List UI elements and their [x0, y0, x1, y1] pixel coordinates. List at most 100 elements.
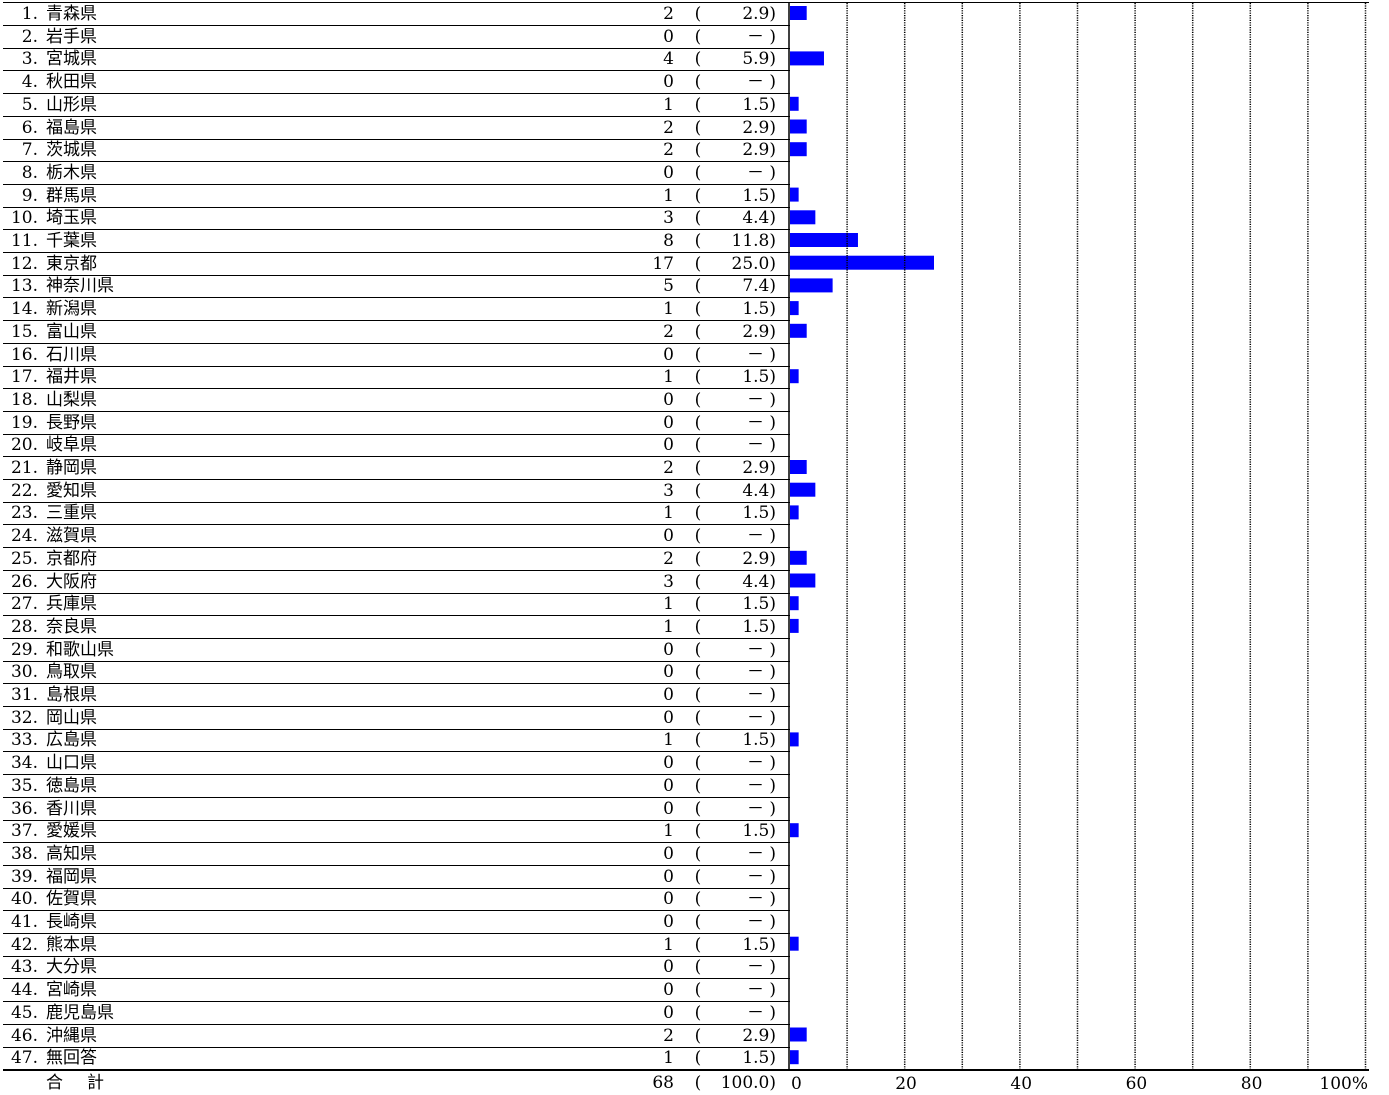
table-row: 15. 富山県 2 (2.9)	[0, 321, 790, 344]
row-number: 13.	[10, 276, 38, 297]
row-number: 12.	[10, 253, 38, 274]
response-count: 0	[663, 389, 674, 410]
open-paren: (	[694, 548, 702, 569]
row-divider	[3, 161, 790, 163]
x-tick-label: 0	[791, 1074, 802, 1094]
row-divider	[3, 728, 790, 730]
response-count: 0	[663, 775, 674, 796]
response-count: 1	[663, 934, 674, 955]
percent-label: 1.5)	[742, 185, 776, 206]
open-paren: (	[694, 730, 702, 751]
table-row: 21. 静岡県 2 (2.9)	[0, 457, 790, 480]
row-divider	[3, 456, 790, 458]
table-row: 46. 沖縄県 2 (2.9)	[0, 1025, 790, 1048]
prefecture-name: 佐賀県	[46, 889, 97, 910]
prefecture-name: 山梨県	[46, 389, 97, 410]
prefecture-name: 無回答	[46, 1048, 97, 1069]
bar-新潟県	[790, 301, 799, 316]
row-number: 33.	[10, 730, 38, 751]
prefecture-name: 滋賀県	[46, 526, 97, 547]
row-divider	[3, 1023, 790, 1025]
response-count: 2	[663, 1025, 674, 1046]
row-divider	[3, 25, 790, 26]
table-row: 16. 石川県 0 (－ )	[0, 344, 790, 367]
total-count: 68	[652, 1073, 674, 1093]
open-paren: (	[694, 208, 702, 229]
table-row: 1. 青森県 2 (2.9)	[0, 3, 790, 26]
bar-無回答	[790, 1050, 799, 1065]
response-count: 1	[663, 730, 674, 751]
open-paren: (	[694, 367, 702, 388]
bar-広島県	[790, 732, 799, 747]
row-number: 8.	[21, 162, 38, 183]
row-number: 31.	[10, 685, 38, 705]
table-row: 22. 愛知県 3 (4.4)	[0, 480, 790, 503]
table-row: 19. 長野県 0 (－ )	[0, 412, 790, 435]
open-paren: (	[694, 458, 702, 478]
bar-三重県	[790, 505, 799, 520]
response-count: 1	[663, 1048, 674, 1069]
row-divider	[3, 1001, 790, 1003]
prefecture-name: 青森県	[46, 4, 97, 24]
table-row: 44. 宮崎県 0 (－ )	[0, 979, 790, 1003]
response-count: 1	[663, 367, 674, 388]
row-divider	[3, 864, 790, 866]
table-row: 30. 鳥取県 0 (－ )	[0, 661, 790, 685]
bar-青森県	[790, 6, 807, 20]
percent-label: 1.5)	[742, 1048, 776, 1069]
prefecture-name: 岐阜県	[46, 435, 97, 456]
percent-label: － )	[746, 526, 776, 547]
prefecture-name: 宮城県	[46, 49, 97, 70]
percent-label: 1.5)	[742, 594, 776, 615]
percent-label: 1.5)	[742, 94, 776, 115]
row-number: 32.	[10, 707, 38, 728]
row-divider	[3, 297, 790, 299]
x-tick-label: 60	[1125, 1074, 1148, 1094]
response-count: 8	[663, 231, 674, 251]
response-count: 0	[663, 639, 674, 660]
table-row: 2. 岩手県 0 (－ )	[0, 26, 790, 49]
row-divider	[3, 547, 790, 549]
row-number: 47.	[10, 1048, 38, 1069]
response-count: 2	[663, 321, 674, 342]
table-row: 11. 千葉県 8 (11.8)	[0, 230, 790, 253]
open-paren: (	[694, 94, 702, 115]
table-row: 37. 愛媛県 1 (1.5)	[0, 820, 790, 844]
open-paren: (	[694, 299, 702, 320]
response-count: 0	[663, 957, 674, 978]
percent-label: － )	[746, 753, 776, 774]
row-divider	[3, 660, 790, 662]
row-number: 24.	[10, 526, 38, 547]
percent-label: 2.9)	[742, 117, 776, 138]
row-divider	[3, 433, 790, 435]
row-divider	[3, 252, 790, 253]
open-paren: (	[694, 889, 702, 910]
prefecture-name: 福岡県	[46, 866, 97, 887]
response-count: 5	[663, 276, 674, 297]
row-divider	[3, 706, 790, 707]
row-divider	[3, 978, 790, 980]
open-paren: (	[694, 526, 702, 547]
response-count: 1	[663, 94, 674, 115]
open-paren: (	[694, 866, 702, 887]
percent-label: 2.9)	[742, 458, 776, 478]
bar-沖縄県	[790, 1027, 807, 1042]
response-count: 2	[663, 117, 674, 138]
row-divider	[3, 774, 790, 776]
row-number: 35.	[10, 775, 38, 796]
row-number: 21.	[10, 458, 38, 478]
row-divider	[3, 819, 790, 821]
open-paren: (	[694, 117, 702, 138]
row-number: 15.	[10, 321, 38, 342]
percent-label: － )	[746, 72, 776, 93]
table-row: 34. 山口県 0 (－ )	[0, 752, 790, 776]
row-number: 34.	[10, 753, 38, 774]
percent-label: 1.5)	[742, 934, 776, 955]
bar-静岡県	[790, 460, 807, 474]
bar-京都府	[790, 550, 807, 565]
table-row: 38. 高知県 0 (－ )	[0, 843, 790, 866]
prefecture-name: 三重県	[46, 503, 97, 524]
